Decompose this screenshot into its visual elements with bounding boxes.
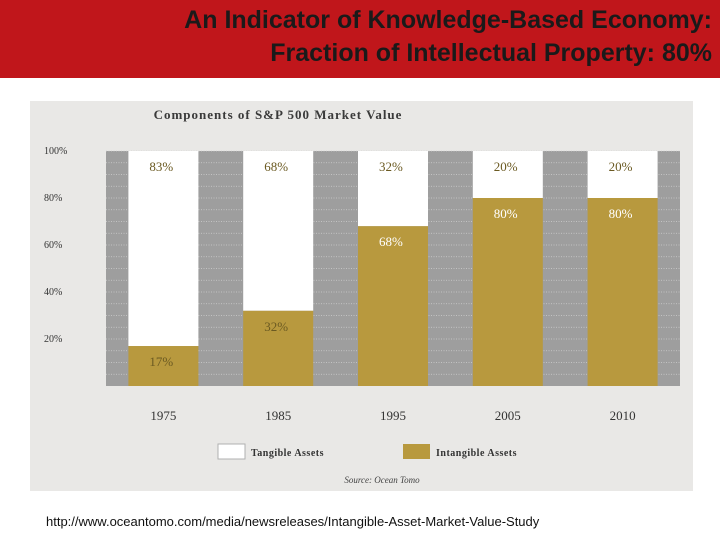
chart-source-note: Source: Ocean Tomo (344, 475, 420, 485)
bar-intangible (472, 198, 543, 386)
data-label-tangible: 32% (379, 159, 403, 174)
slide-title-band: An Indicator of Knowledge-Based Economy:… (0, 0, 720, 78)
y-tick-label: 40% (44, 287, 62, 298)
bar-tangible (358, 151, 428, 227)
legend-label-tangible: Tangible Assets (251, 448, 324, 459)
slide-title-line-1: An Indicator of Knowledge-Based Economy: (184, 6, 712, 34)
source-url-link[interactable]: http://www.oceantomo.com/media/newsrelea… (46, 514, 540, 529)
data-label-tangible: 20% (494, 159, 518, 174)
data-label-intangible: 80% (609, 206, 633, 221)
bar-intangible (243, 310, 314, 386)
bar-tangible (128, 151, 199, 347)
y-tick-label: 20% (44, 334, 62, 345)
y-tick-label: 60% (44, 240, 62, 251)
data-label-intangible: 32% (264, 319, 288, 334)
data-label-intangible: 17% (149, 354, 173, 369)
chart-legend: Tangible Assets Intangible Assets (217, 443, 517, 460)
bar-tangible (472, 151, 543, 198)
x-tick-label: 1995 (380, 408, 406, 423)
bar-intangible (358, 226, 428, 386)
data-label-tangible: 83% (149, 159, 173, 174)
chart-title: Components of S&P 500 Market Value (154, 107, 403, 122)
slide-title-line-2: Fraction of Intellectual Property: 80% (270, 39, 712, 67)
data-label-tangible: 68% (264, 159, 288, 174)
x-tick-label: 1985 (265, 408, 291, 423)
x-tick-label: 2005 (495, 408, 521, 423)
data-label-intangible: 80% (494, 206, 518, 221)
legend-swatch-tangible (217, 443, 246, 460)
chart-panel: Components of S&P 500 Market Value 20% 40… (30, 101, 693, 491)
bar-intangible (587, 198, 658, 386)
bar-tangible (587, 151, 658, 198)
y-tick-label: 80% (44, 193, 62, 204)
stacked-bar-chart: Components of S&P 500 Market Value 20% 40… (44, 107, 680, 485)
y-tick-label: 100% (44, 146, 67, 157)
x-tick-label: 1975 (150, 408, 176, 423)
bar-tangible (243, 151, 314, 311)
legend-label-intangible: Intangible Assets (436, 448, 517, 459)
data-label-tangible: 20% (609, 159, 633, 174)
bar-intangible (128, 346, 199, 386)
data-label-intangible: 68% (379, 234, 403, 249)
legend-swatch-intangible (403, 444, 430, 459)
x-tick-label: 2010 (610, 408, 636, 423)
